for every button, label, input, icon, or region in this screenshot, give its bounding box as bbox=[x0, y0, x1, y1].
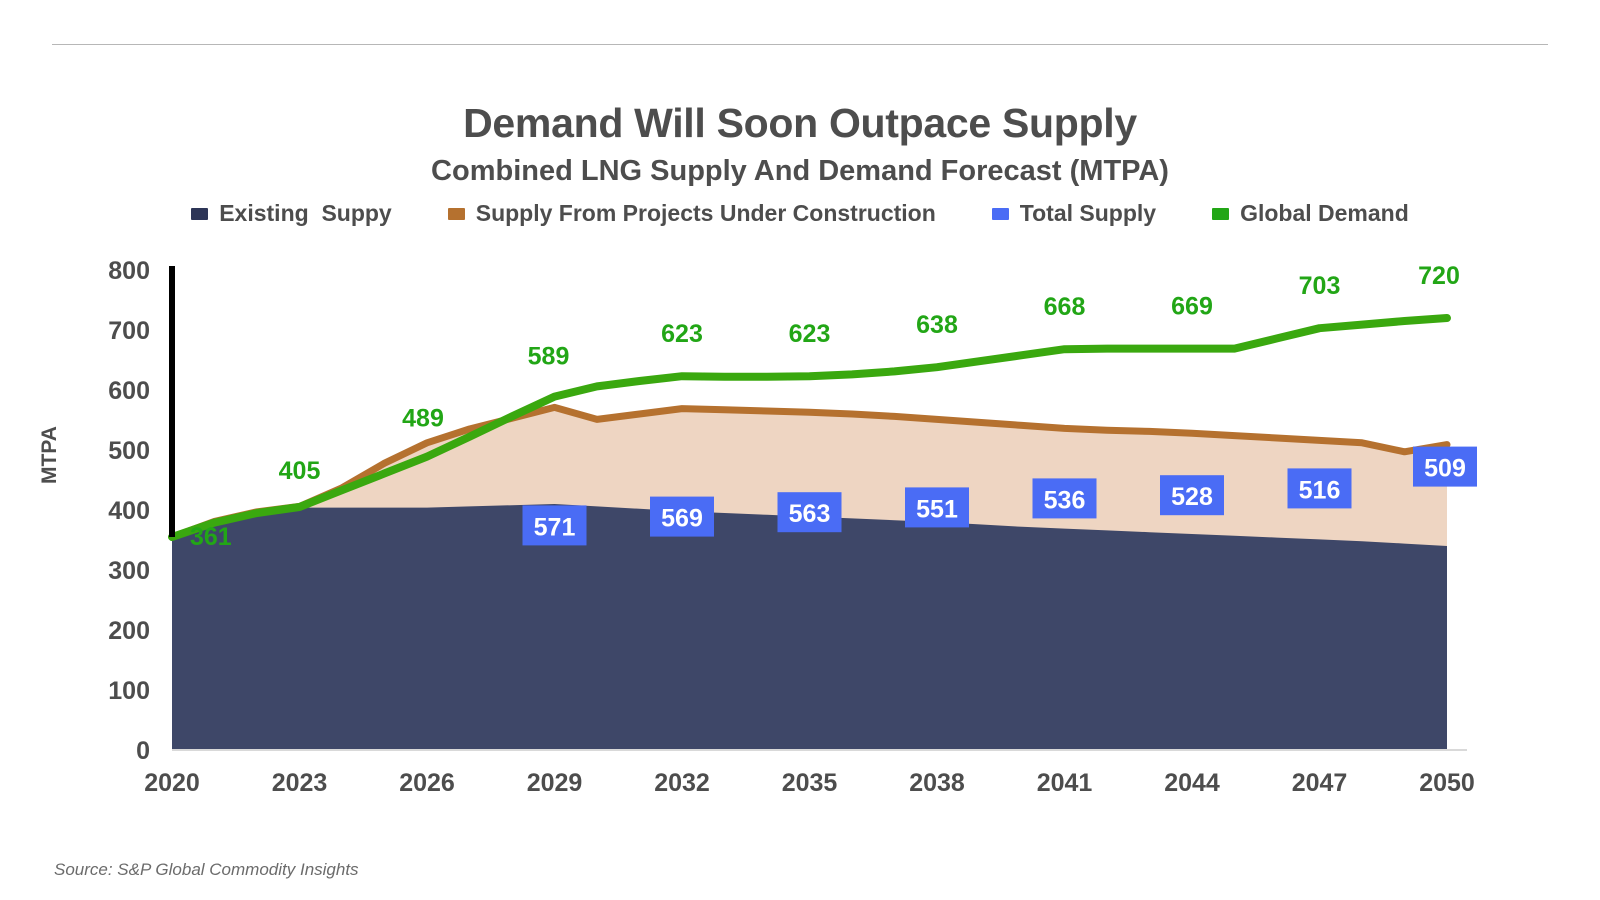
legend-swatch-icon bbox=[447, 207, 465, 220]
legend-item[interactable]: Supply From Projects Under Construction bbox=[447, 200, 936, 227]
total-supply-value-label: 571 bbox=[534, 513, 576, 541]
x-axis-tick-label: 2029 bbox=[527, 769, 583, 797]
x-axis-tick-label: 2038 bbox=[909, 769, 965, 797]
demand-value-label: 489 bbox=[402, 405, 444, 433]
y-axis-tick-label: 500 bbox=[108, 437, 150, 465]
total-supply-line bbox=[168, 403, 1451, 541]
chart-title: Demand Will Soon Outpace Supply bbox=[463, 100, 1137, 146]
total-supply-badge-box bbox=[650, 496, 714, 537]
legend-item[interactable]: Global Demand bbox=[1212, 200, 1409, 227]
source-note: Source: S&P Global Commodity Insights bbox=[54, 860, 359, 879]
demand-value-label: 405 bbox=[279, 457, 321, 485]
chart-svg: 0 100 200 300 400 500 600 700 800 MTPA 361 405 489 58… bbox=[38, 257, 1477, 797]
legend-item[interactable]: Existing Suppy bbox=[191, 200, 392, 227]
total-supply-value-label: 509 bbox=[1424, 455, 1466, 483]
x-axis-tick-label: 2035 bbox=[782, 769, 838, 797]
total-supply-value-label: 551 bbox=[916, 495, 958, 523]
demand-value-label: 669 bbox=[1171, 293, 1213, 321]
x-axis-tick-label: 2044 bbox=[1164, 769, 1220, 797]
total-supply-value-label: 569 bbox=[661, 505, 703, 533]
legend-item-label: Existing Suppy bbox=[219, 200, 392, 226]
total-supply-badge: 516 bbox=[1287, 468, 1352, 509]
total-supply-badge-box bbox=[777, 492, 842, 533]
demand-value-label: 589 bbox=[528, 343, 570, 371]
legend-item[interactable]: Total Supply bbox=[991, 200, 1157, 227]
total-supply-value-label: 528 bbox=[1171, 483, 1213, 511]
legend-item-label: Global Demand bbox=[1240, 200, 1409, 226]
y-axis-tick-label: 800 bbox=[108, 257, 150, 285]
total-supply-badge-box bbox=[1413, 446, 1477, 487]
demand-value-label: 668 bbox=[1044, 293, 1086, 321]
total-supply-badge-box bbox=[905, 487, 969, 528]
total-supply-badge-box bbox=[1160, 475, 1224, 516]
total-supply-badge: 528 bbox=[1160, 475, 1224, 516]
demand-value-label: 638 bbox=[916, 311, 958, 339]
y-axis-tick-label: 300 bbox=[108, 557, 150, 585]
total-supply-value-label: 563 bbox=[789, 500, 831, 528]
total-supply-badge: 569 bbox=[650, 496, 714, 537]
x-axis-tick-label: 2032 bbox=[654, 769, 710, 797]
x-axis-tick-label: 2041 bbox=[1037, 769, 1093, 797]
x-axis-tick-label: 2023 bbox=[272, 769, 328, 797]
total-supply-badge: 509 bbox=[1413, 446, 1477, 487]
existing-supply-area bbox=[172, 504, 1447, 750]
legend-swatch-icon bbox=[991, 207, 1009, 220]
total-supply-badge-box bbox=[1287, 468, 1352, 509]
total-supply-badge: 563 bbox=[777, 492, 842, 533]
x-axis-tick-label: 2047 bbox=[1292, 769, 1348, 797]
y-axis-tick-label: 0 bbox=[136, 737, 150, 765]
total-supply-badge: 551 bbox=[905, 487, 969, 528]
y-axis-title: MTPA bbox=[38, 426, 61, 484]
total-supply-value-label: 516 bbox=[1299, 476, 1341, 504]
total-supply-badge: 536 bbox=[1032, 478, 1097, 519]
y-axis-tick-label: 600 bbox=[108, 377, 150, 405]
demand-value-label: 703 bbox=[1299, 272, 1341, 300]
x-axis-tick-label: 2020 bbox=[144, 769, 200, 797]
total-supply-value-label: 536 bbox=[1044, 486, 1086, 514]
chart-subtitle: Combined LNG Supply And Demand Forecast … bbox=[431, 155, 1169, 187]
total-supply-badge-box bbox=[1032, 478, 1097, 519]
y-axis-tick-label: 400 bbox=[108, 497, 150, 525]
demand-value-label: 623 bbox=[661, 320, 703, 348]
header-divider bbox=[52, 44, 1548, 45]
legend-item-label: Supply From Projects Under Construction bbox=[475, 200, 936, 226]
chart-legend: Existing Suppy Supply From Projects Under… bbox=[0, 200, 1600, 227]
x-axis-tick-label: 2026 bbox=[399, 769, 455, 797]
demand-value-label: 623 bbox=[789, 320, 831, 348]
demand-value-label: 361 bbox=[190, 523, 232, 551]
legend-item-label: Total Supply bbox=[1019, 200, 1157, 226]
total-supply-badge-box bbox=[522, 505, 587, 546]
legend-swatch-icon bbox=[191, 207, 209, 220]
total-supply-badge: 571 bbox=[522, 505, 587, 546]
y-axis-tick-label: 700 bbox=[108, 317, 150, 345]
legend-swatch-icon bbox=[1212, 207, 1230, 220]
global-demand-line bbox=[168, 314, 1451, 541]
y-axis-tick-label: 100 bbox=[108, 677, 150, 705]
demand-value-label: 720 bbox=[1418, 262, 1460, 290]
x-axis-tick-label: 2050 bbox=[1419, 769, 1475, 797]
y-axis-tick-label: 200 bbox=[108, 617, 150, 645]
